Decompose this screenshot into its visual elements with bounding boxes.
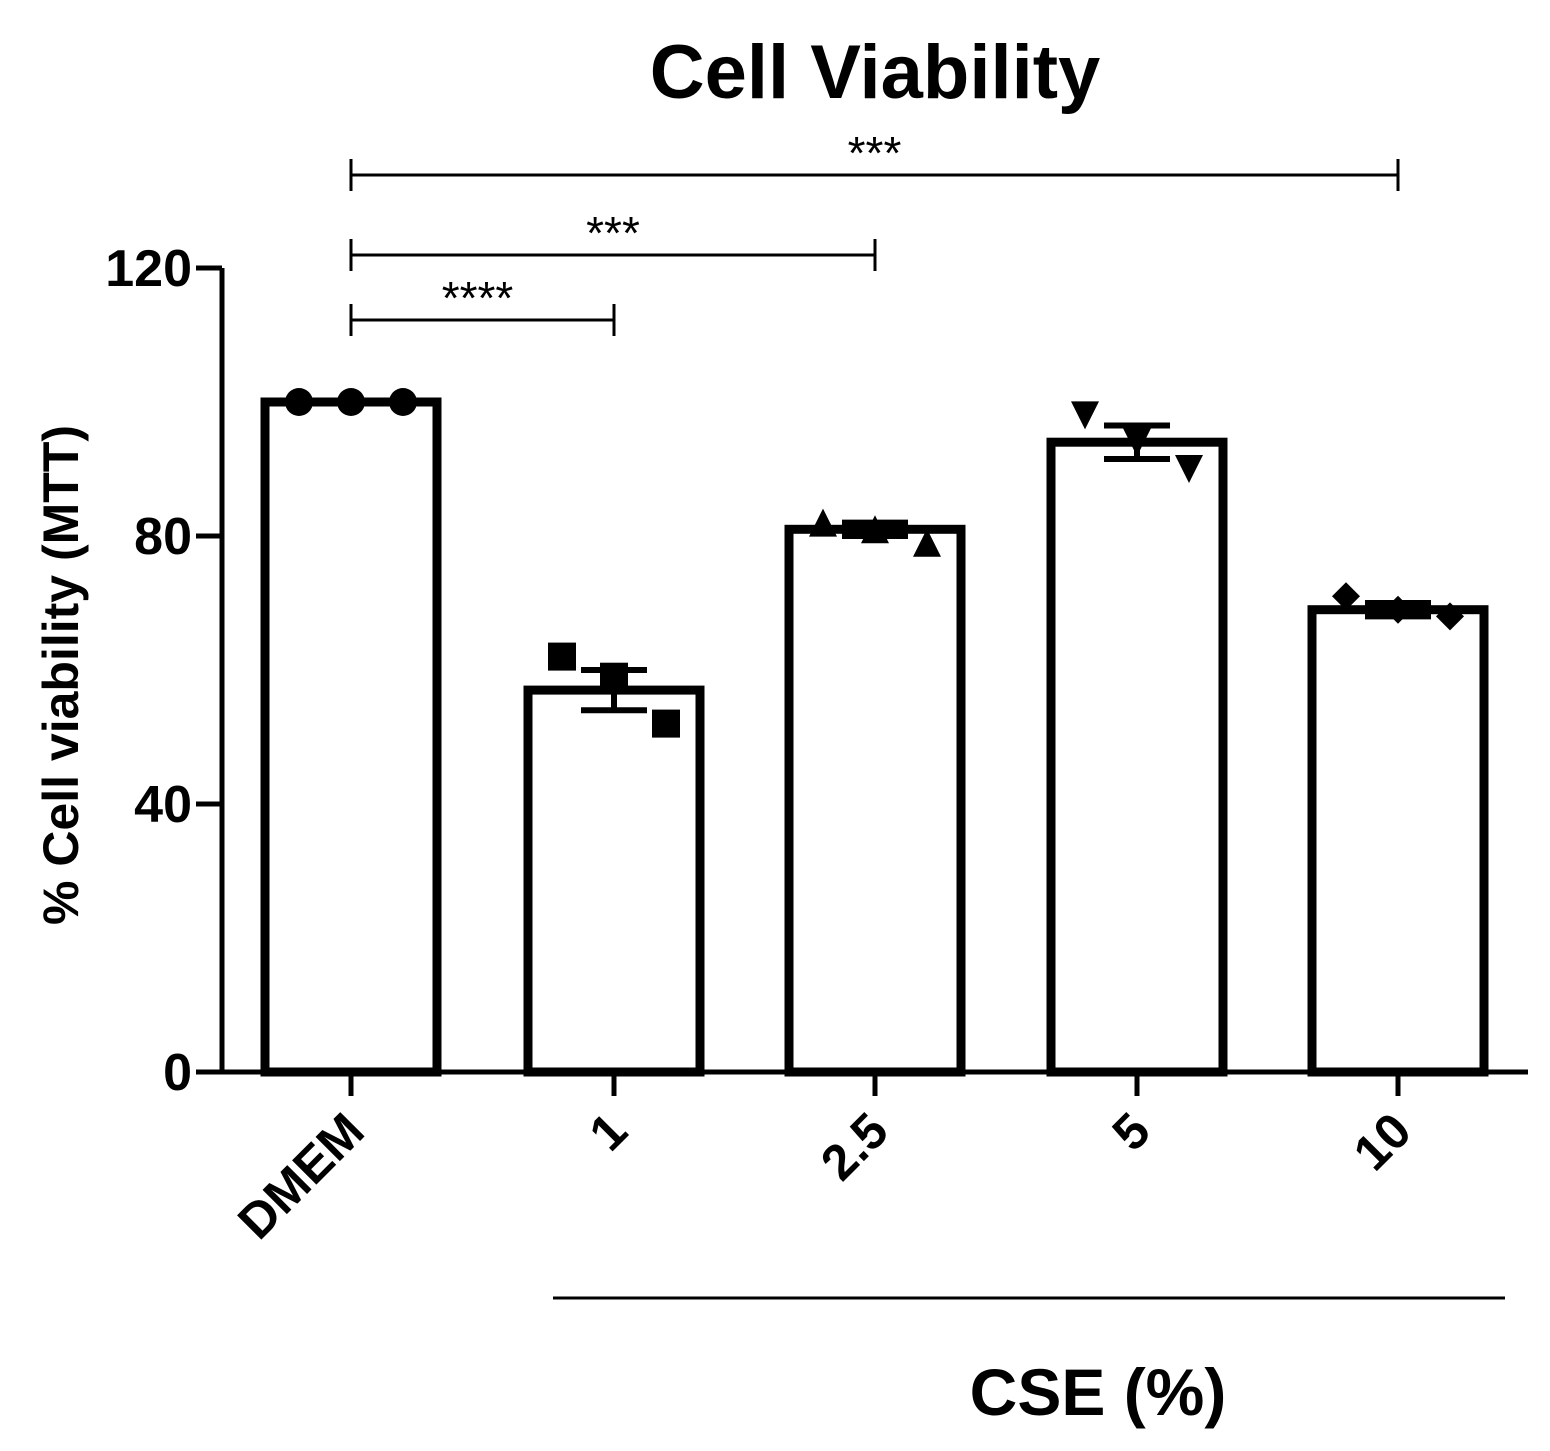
x-tick-label: 2.5 bbox=[810, 1102, 899, 1191]
significance-label: *** bbox=[586, 207, 640, 259]
x-tick-label: 1 bbox=[579, 1102, 638, 1161]
data-point-square bbox=[548, 642, 576, 671]
significance-brackets: ********** bbox=[349, 127, 1400, 336]
error-bars bbox=[581, 422, 1431, 714]
data-point-triangle-up bbox=[809, 508, 837, 537]
y-tick-label: 80 bbox=[134, 508, 192, 566]
data-point-triangle-up bbox=[913, 528, 941, 557]
data-point-square bbox=[600, 662, 628, 691]
significance-label: *** bbox=[848, 127, 902, 179]
bar-dmem bbox=[260, 397, 442, 1077]
data-point-triangle-down bbox=[1123, 428, 1151, 457]
data-point-triangle-down bbox=[1175, 455, 1203, 483]
y-tick-label: 120 bbox=[105, 240, 192, 298]
x-tick-label: DMEM bbox=[227, 1102, 375, 1250]
data-point-diamond bbox=[1332, 582, 1360, 611]
x-tick-label: 5 bbox=[1102, 1102, 1161, 1161]
data-point-circle bbox=[337, 388, 365, 416]
y-tick-label: 0 bbox=[163, 1044, 192, 1102]
bar-2-5 bbox=[784, 524, 966, 1077]
significance-label: **** bbox=[442, 272, 514, 324]
data-point-circle bbox=[389, 388, 417, 416]
bar-1 bbox=[523, 685, 705, 1077]
bar-10 bbox=[1307, 605, 1489, 1077]
data-point-diamond bbox=[1436, 602, 1464, 631]
y-tick-label: 40 bbox=[134, 776, 192, 834]
bar-5 bbox=[1046, 437, 1228, 1077]
y-axis-label: % Cell viability (MTT) bbox=[33, 425, 89, 925]
chart-title: Cell Viability bbox=[650, 30, 1101, 115]
cse-group-label: CSE (%) bbox=[970, 1355, 1227, 1429]
x-tick-label: 10 bbox=[1343, 1102, 1422, 1181]
data-point-triangle-down bbox=[1071, 401, 1099, 430]
data-point-triangle-up bbox=[861, 515, 889, 544]
data-point-circle bbox=[285, 388, 313, 416]
data-point-diamond bbox=[1384, 595, 1412, 624]
data-point-square bbox=[652, 709, 680, 738]
data-points bbox=[285, 388, 1464, 738]
bars bbox=[260, 397, 1489, 1077]
